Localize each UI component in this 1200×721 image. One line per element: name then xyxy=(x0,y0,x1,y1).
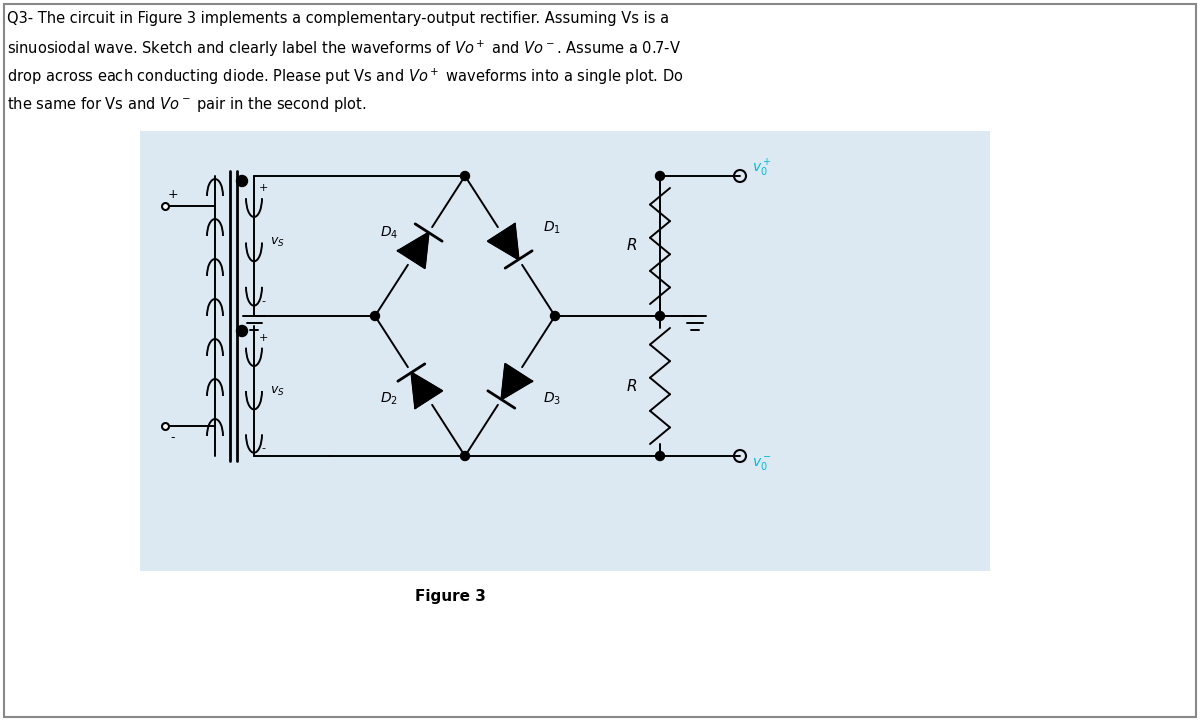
Circle shape xyxy=(461,451,469,461)
Text: +: + xyxy=(258,183,268,193)
Circle shape xyxy=(461,172,469,180)
Text: $D_2$: $D_2$ xyxy=(380,391,398,407)
Circle shape xyxy=(655,451,665,461)
Text: the same for Vs and $\it{Vo}^-$ pair in the second plot.: the same for Vs and $\it{Vo}^-$ pair in … xyxy=(7,95,366,114)
Text: +: + xyxy=(258,333,268,343)
Text: -: - xyxy=(262,296,265,306)
Circle shape xyxy=(371,311,379,321)
Bar xyxy=(140,131,990,571)
Polygon shape xyxy=(502,364,532,399)
Circle shape xyxy=(551,311,559,321)
Polygon shape xyxy=(398,233,428,268)
Text: $v_S$: $v_S$ xyxy=(270,384,284,397)
Text: $v_0^-$: $v_0^-$ xyxy=(752,455,772,473)
Text: R: R xyxy=(626,239,637,254)
Polygon shape xyxy=(488,224,518,260)
Text: -: - xyxy=(170,431,175,445)
Circle shape xyxy=(655,172,665,180)
Text: drop across each conducting diode. Please put Vs and $\it{Vo}^+$ waveforms into : drop across each conducting diode. Pleas… xyxy=(7,67,684,87)
Text: +: + xyxy=(168,187,179,200)
Text: Q3- The circuit in Figure 3 implements a complementary-output rectifier. Assumin: Q3- The circuit in Figure 3 implements a… xyxy=(7,11,670,26)
Circle shape xyxy=(236,325,247,337)
Text: $v_0^+$: $v_0^+$ xyxy=(752,157,772,179)
Polygon shape xyxy=(412,373,442,408)
Text: $v_S$: $v_S$ xyxy=(270,236,284,249)
Text: sinuosiodal wave. Sketch and clearly label the waveforms of $\it{Vo}^+$ and $\it: sinuosiodal wave. Sketch and clearly lab… xyxy=(7,39,682,59)
Circle shape xyxy=(236,175,247,187)
Text: Figure 3: Figure 3 xyxy=(414,588,486,603)
Circle shape xyxy=(655,311,665,321)
Text: $D_1$: $D_1$ xyxy=(542,220,560,236)
Text: R: R xyxy=(626,379,637,394)
Text: $D_3$: $D_3$ xyxy=(542,391,562,407)
Text: -: - xyxy=(262,443,265,453)
Text: $D_4$: $D_4$ xyxy=(380,225,398,241)
